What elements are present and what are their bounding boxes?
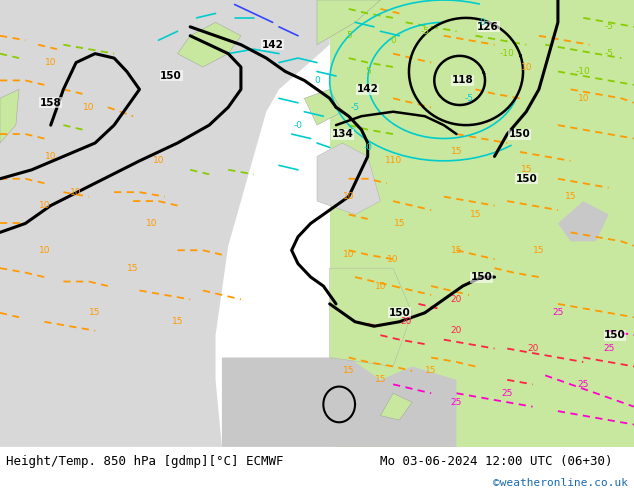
Text: 25: 25	[451, 398, 462, 407]
Text: 150: 150	[515, 174, 537, 184]
Text: 15: 15	[565, 192, 576, 201]
Text: 110: 110	[384, 156, 402, 166]
Text: 118: 118	[452, 75, 474, 85]
Polygon shape	[330, 0, 634, 447]
Text: 134: 134	[332, 129, 353, 139]
Polygon shape	[380, 393, 412, 420]
Text: 15: 15	[394, 219, 405, 228]
Text: 20: 20	[451, 326, 462, 335]
Text: 15: 15	[127, 264, 139, 272]
Text: ©weatheronline.co.uk: ©weatheronline.co.uk	[493, 478, 628, 488]
Text: 10: 10	[45, 58, 56, 67]
Text: 15: 15	[172, 317, 183, 326]
Text: 15: 15	[533, 246, 545, 255]
Text: 10: 10	[39, 201, 50, 210]
Text: -5: -5	[604, 49, 613, 58]
Text: Mo 03-06-2024 12:00 UTC (06+30): Mo 03-06-2024 12:00 UTC (06+30)	[380, 456, 613, 468]
Text: -10: -10	[500, 49, 515, 58]
Text: 25: 25	[578, 380, 589, 389]
Text: 10: 10	[343, 192, 354, 201]
Text: 10: 10	[83, 103, 94, 112]
Polygon shape	[304, 89, 342, 125]
Text: 5: 5	[346, 31, 352, 40]
Text: 25: 25	[552, 308, 564, 318]
Text: 10: 10	[578, 94, 589, 103]
Polygon shape	[0, 89, 19, 143]
Text: 25: 25	[501, 389, 513, 398]
Text: 150: 150	[471, 272, 493, 282]
Text: 142: 142	[262, 40, 283, 49]
Text: 5: 5	[365, 67, 371, 76]
Text: 10: 10	[39, 246, 50, 255]
Text: -10: -10	[576, 67, 591, 76]
Text: Height/Temp. 850 hPa [gdmp][°C] ECMWF: Height/Temp. 850 hPa [gdmp][°C] ECMWF	[6, 456, 284, 468]
Text: 15: 15	[89, 308, 101, 318]
Text: 15: 15	[521, 165, 532, 174]
Text: -0: -0	[294, 121, 302, 130]
Text: 10: 10	[387, 255, 399, 264]
Text: 150: 150	[389, 308, 410, 318]
Text: 142: 142	[357, 84, 378, 95]
Polygon shape	[317, 143, 380, 215]
Text: 126: 126	[477, 22, 499, 32]
Text: -5: -5	[420, 27, 429, 36]
Text: 10: 10	[153, 156, 164, 166]
Text: -5: -5	[351, 103, 359, 112]
Text: 158: 158	[40, 98, 61, 108]
Text: 0: 0	[479, 18, 485, 27]
Text: 10: 10	[146, 219, 158, 228]
Polygon shape	[178, 23, 241, 67]
Text: -5: -5	[604, 23, 613, 31]
Text: 20: 20	[451, 295, 462, 304]
Text: 10: 10	[70, 188, 82, 196]
Text: 150: 150	[509, 129, 531, 139]
Polygon shape	[0, 0, 330, 447]
Text: 10: 10	[45, 152, 56, 161]
Text: 0: 0	[314, 76, 320, 85]
Text: 10: 10	[521, 63, 532, 72]
Text: 20: 20	[400, 317, 411, 326]
Text: 15: 15	[343, 367, 354, 375]
Polygon shape	[0, 53, 25, 125]
Polygon shape	[222, 358, 456, 447]
Text: 10: 10	[343, 250, 354, 259]
Text: 10: 10	[375, 281, 386, 291]
Text: 15: 15	[451, 147, 462, 156]
Text: 15: 15	[375, 375, 386, 384]
Text: 15: 15	[425, 367, 437, 375]
Text: 0: 0	[390, 36, 396, 45]
Text: 150: 150	[160, 71, 182, 81]
Text: 15: 15	[451, 246, 462, 255]
Text: 15: 15	[470, 210, 481, 219]
Polygon shape	[317, 0, 380, 45]
Polygon shape	[330, 268, 412, 367]
Text: 150: 150	[604, 330, 626, 340]
Text: -5: -5	[465, 94, 474, 103]
Text: -0: -0	[363, 143, 372, 152]
Polygon shape	[558, 201, 609, 241]
Text: 20: 20	[527, 344, 538, 353]
Text: 25: 25	[603, 344, 614, 353]
